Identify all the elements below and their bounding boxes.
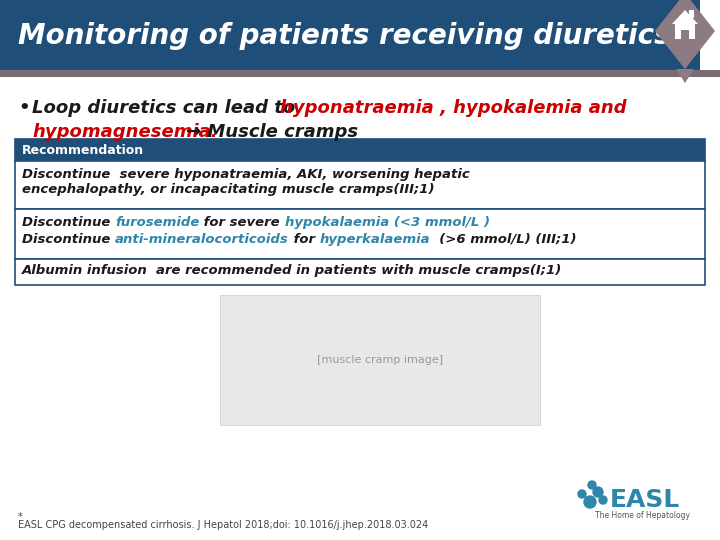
Polygon shape — [676, 69, 694, 83]
Text: Loop diuretics can lead to: Loop diuretics can lead to — [32, 99, 302, 117]
Text: (>6 mmol/L) (III;1): (>6 mmol/L) (III;1) — [430, 233, 577, 246]
Circle shape — [599, 496, 607, 504]
Text: Discontinue  severe hyponatraemia, AKI, worsening hepatic
encephalopathy, or inc: Discontinue severe hyponatraemia, AKI, w… — [22, 168, 469, 196]
Text: hyponatraemia , hypokalemia and: hyponatraemia , hypokalemia and — [280, 99, 626, 117]
Text: hyperkalaemia: hyperkalaemia — [320, 233, 430, 246]
Text: EASL: EASL — [610, 488, 680, 512]
Circle shape — [578, 490, 586, 498]
FancyBboxPatch shape — [0, 0, 700, 72]
Text: anti-mineralocorticoids: anti-mineralocorticoids — [115, 233, 289, 246]
Polygon shape — [672, 10, 698, 24]
FancyBboxPatch shape — [675, 23, 695, 39]
Text: Discontinue: Discontinue — [22, 233, 115, 246]
FancyBboxPatch shape — [15, 161, 705, 209]
Text: → Muscle cramps: → Muscle cramps — [186, 123, 358, 141]
Text: •: • — [18, 99, 30, 117]
FancyBboxPatch shape — [220, 295, 540, 425]
FancyBboxPatch shape — [0, 70, 720, 77]
Text: for: for — [289, 233, 320, 246]
Text: Albumin infusion  are recommended in patients with muscle cramps(I;1): Albumin infusion are recommended in pati… — [22, 264, 562, 277]
Circle shape — [593, 487, 603, 497]
Circle shape — [588, 481, 596, 489]
Text: EASL CPG decompensated cirrhosis. J Hepatol 2018;doi: 10.1016/j.jhep.2018.03.024: EASL CPG decompensated cirrhosis. J Hepa… — [18, 520, 428, 530]
Text: hypomagnesemia.: hypomagnesemia. — [32, 123, 217, 141]
Circle shape — [584, 496, 596, 508]
Text: Discontinue: Discontinue — [22, 216, 115, 229]
Text: [muscle cramp image]: [muscle cramp image] — [317, 355, 443, 365]
FancyBboxPatch shape — [681, 30, 689, 39]
Text: for severe: for severe — [199, 216, 284, 229]
Text: Monitoring of patients receiving diuretics: Monitoring of patients receiving diureti… — [18, 22, 670, 50]
Text: *: * — [18, 512, 23, 522]
Text: hypokalaemia (<3 mmol/L ): hypokalaemia (<3 mmol/L ) — [284, 216, 490, 229]
Text: furosemide: furosemide — [115, 216, 199, 229]
FancyBboxPatch shape — [15, 139, 705, 161]
FancyBboxPatch shape — [689, 10, 694, 18]
FancyBboxPatch shape — [15, 259, 705, 285]
Polygon shape — [655, 0, 715, 69]
Text: Recommendation: Recommendation — [22, 144, 144, 157]
Text: The Home of Hepatology: The Home of Hepatology — [595, 511, 690, 520]
FancyBboxPatch shape — [15, 209, 705, 259]
